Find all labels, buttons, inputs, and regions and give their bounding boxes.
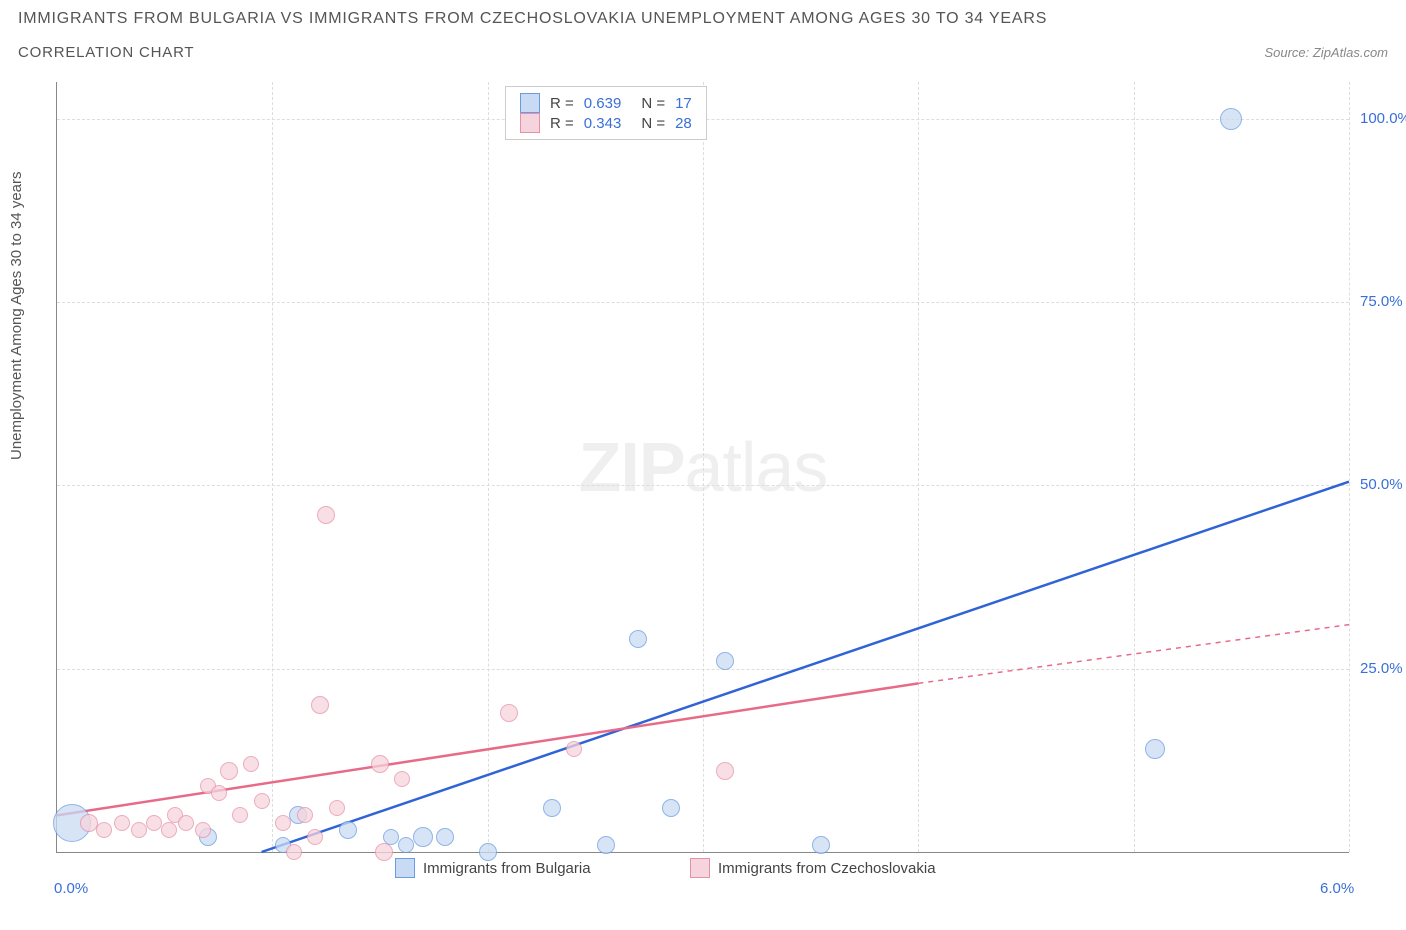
chart-header: IMMIGRANTS FROM BULGARIA VS IMMIGRANTS F… bbox=[0, 0, 1406, 61]
scatter-point bbox=[307, 829, 323, 845]
scatter-point bbox=[812, 836, 830, 854]
stat-r-label: R = bbox=[550, 115, 574, 132]
grid-line-vertical bbox=[703, 82, 704, 852]
scatter-point bbox=[566, 741, 582, 757]
grid-line-vertical bbox=[1134, 82, 1135, 852]
stat-r-value: 0.639 bbox=[584, 95, 622, 112]
scatter-point bbox=[629, 630, 647, 648]
chart-title-line1: IMMIGRANTS FROM BULGARIA VS IMMIGRANTS F… bbox=[18, 10, 1388, 28]
grid-line-vertical bbox=[918, 82, 919, 852]
y-tick-label: 75.0% bbox=[1360, 293, 1403, 310]
y-tick-label: 50.0% bbox=[1360, 476, 1403, 493]
legend-series-item: Immigrants from Bulgaria bbox=[395, 858, 591, 878]
scatter-point bbox=[311, 696, 329, 714]
legend-stats-box: R = 0.639 N = 17 R = 0.343 N = 28 bbox=[505, 86, 707, 140]
stat-n-value: 28 bbox=[675, 115, 692, 132]
scatter-point bbox=[500, 704, 518, 722]
grid-line-vertical bbox=[1349, 82, 1350, 852]
scatter-point bbox=[114, 815, 130, 831]
scatter-point bbox=[398, 837, 414, 853]
scatter-point bbox=[597, 836, 615, 854]
chart-plot-area: ZIPatlas R =0.639N =17R =0.343N =28 bbox=[56, 82, 1349, 853]
scatter-point bbox=[1220, 108, 1242, 130]
legend-swatch bbox=[395, 858, 415, 878]
scatter-point bbox=[1145, 739, 1165, 759]
scatter-point bbox=[716, 652, 734, 670]
scatter-point bbox=[243, 756, 259, 772]
y-axis-label: Unemployment Among Ages 30 to 34 years bbox=[8, 171, 25, 460]
scatter-point bbox=[317, 506, 335, 524]
y-tick-label: 25.0% bbox=[1360, 660, 1403, 677]
scatter-point bbox=[195, 822, 211, 838]
x-tick-label: 0.0% bbox=[54, 880, 88, 897]
scatter-point bbox=[146, 815, 162, 831]
scatter-point bbox=[413, 827, 433, 847]
scatter-point bbox=[375, 843, 393, 861]
stat-n-label: N = bbox=[641, 95, 665, 112]
scatter-point bbox=[131, 822, 147, 838]
legend-series-item: Immigrants from Czechoslovakia bbox=[690, 858, 936, 878]
grid-line-vertical bbox=[488, 82, 489, 852]
regression-line-solid bbox=[262, 482, 1349, 852]
scatter-point bbox=[339, 821, 357, 839]
scatter-point bbox=[211, 785, 227, 801]
scatter-point bbox=[716, 762, 734, 780]
scatter-point bbox=[371, 755, 389, 773]
scatter-point bbox=[662, 799, 680, 817]
scatter-point bbox=[178, 815, 194, 831]
y-tick-label: 100.0% bbox=[1360, 110, 1406, 127]
legend-swatch bbox=[520, 93, 540, 113]
scatter-point bbox=[436, 828, 454, 846]
scatter-point bbox=[329, 800, 345, 816]
legend-stats-row: R = 0.639 N = 17 bbox=[520, 93, 692, 113]
legend-series-label: Immigrants from Czechoslovakia bbox=[718, 860, 936, 877]
grid-line-vertical bbox=[272, 82, 273, 852]
stat-r-value: 0.343 bbox=[584, 115, 622, 132]
scatter-point bbox=[232, 807, 248, 823]
legend-swatch bbox=[690, 858, 710, 878]
stat-n-value: 17 bbox=[675, 95, 692, 112]
stat-n-label: N = bbox=[641, 115, 665, 132]
scatter-point bbox=[543, 799, 561, 817]
scatter-point bbox=[161, 822, 177, 838]
scatter-point bbox=[394, 771, 410, 787]
scatter-point bbox=[254, 793, 270, 809]
x-tick-label: 6.0% bbox=[1320, 880, 1354, 897]
legend-stats-row: R = 0.343 N = 28 bbox=[520, 113, 692, 133]
chart-title-line2: CORRELATION CHART bbox=[18, 44, 194, 61]
legend-series-label: Immigrants from Bulgaria bbox=[423, 860, 591, 877]
scatter-point bbox=[220, 762, 238, 780]
scatter-point bbox=[286, 844, 302, 860]
stat-r-label: R = bbox=[550, 95, 574, 112]
scatter-point bbox=[275, 815, 291, 831]
scatter-point bbox=[297, 807, 313, 823]
scatter-point bbox=[96, 822, 112, 838]
source-label: Source: ZipAtlas.com bbox=[1264, 45, 1388, 60]
legend-swatch bbox=[520, 113, 540, 133]
